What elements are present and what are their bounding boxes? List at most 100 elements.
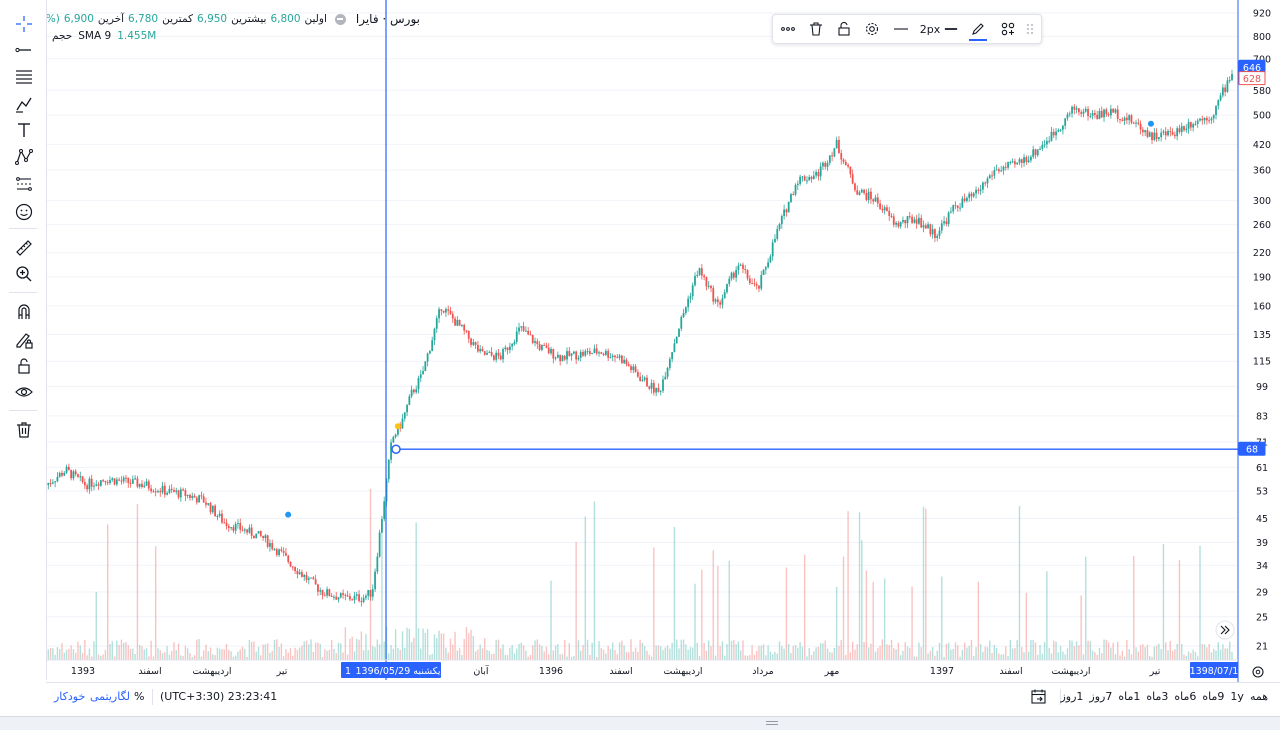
volume-bar — [979, 644, 982, 660]
candle-body — [746, 270, 749, 279]
timezone-clock[interactable]: (UTC+3:30) 23:23:41 — [160, 690, 278, 703]
chart-canvas[interactable]: 9208007005805004203603002602201901601351… — [0, 0, 1280, 682]
range-9m[interactable]: 9ماه — [1202, 690, 1225, 703]
candle-body — [422, 371, 424, 375]
settings-icon[interactable] — [863, 19, 881, 39]
percent-scale-toggle[interactable]: % — [134, 690, 145, 703]
eye-icon[interactable] — [11, 380, 37, 404]
candle-body — [620, 355, 623, 364]
candle-body — [815, 172, 818, 176]
axis-settings-icon[interactable] — [1252, 666, 1264, 678]
candle-body — [545, 345, 548, 348]
range-1d[interactable]: 1روز — [1060, 690, 1084, 703]
volume-bar — [1046, 571, 1048, 660]
calendar-goto-icon[interactable] — [1030, 688, 1048, 709]
emoji-icon[interactable] — [11, 200, 37, 224]
symbol-name[interactable]: بورس · فایرا — [355, 12, 420, 26]
volume-bar — [954, 642, 957, 660]
resize-grip-icon[interactable] — [766, 711, 778, 725]
candle-body — [429, 351, 431, 354]
candle-body — [483, 351, 486, 355]
candle-body — [1141, 129, 1144, 133]
candle-body — [778, 224, 781, 229]
candle-body — [705, 277, 708, 287]
collapse-legend-icon[interactable] — [334, 13, 346, 25]
line-width-selector[interactable]: 2px — [919, 19, 959, 39]
volume-bar — [936, 650, 938, 660]
range-3m[interactable]: 3ماه — [1146, 690, 1169, 703]
range-7d[interactable]: 7روز — [1089, 690, 1113, 703]
candle-body — [639, 376, 642, 382]
trash-icon[interactable] — [11, 418, 37, 442]
volume-bar — [102, 654, 104, 660]
text-icon[interactable] — [11, 118, 37, 142]
candle-body — [131, 479, 134, 484]
candle-body — [358, 594, 360, 602]
candle-body — [1180, 126, 1183, 133]
drag-handle-icon[interactable] — [1025, 19, 1035, 39]
pencil-icon[interactable] — [969, 19, 987, 41]
zoom-in-icon[interactable] — [11, 262, 37, 286]
forecast-icon[interactable] — [11, 172, 37, 196]
candle-body — [1151, 132, 1153, 141]
candle-body — [824, 162, 827, 167]
candle-body — [961, 198, 964, 208]
candle-body — [1048, 140, 1051, 142]
crosshair-icon[interactable] — [11, 12, 37, 36]
candle-body — [577, 357, 580, 360]
volume-bar — [246, 656, 248, 660]
volume-bar — [196, 639, 198, 660]
candle-body — [945, 221, 948, 225]
volume-bar — [294, 647, 296, 660]
range-1y[interactable]: 1y — [1230, 690, 1244, 703]
candle-body — [472, 342, 475, 345]
trend-line-icon[interactable] — [11, 38, 37, 62]
candle-body — [1116, 109, 1119, 120]
candle-body — [710, 285, 712, 289]
candle-body — [225, 522, 228, 526]
volume-bar — [726, 644, 728, 660]
volume-bar — [945, 643, 948, 660]
lock-pencil-icon[interactable] — [11, 328, 37, 352]
volume-label[interactable]: حجم — [52, 30, 73, 42]
brush-icon[interactable] — [11, 92, 37, 116]
volume-bar — [678, 648, 680, 660]
dividend-marker — [285, 511, 292, 518]
fib-lines-icon[interactable] — [11, 64, 37, 88]
volume-bar — [959, 656, 961, 660]
volume-bar — [445, 647, 447, 660]
candle-body — [1183, 126, 1185, 131]
candle-body — [666, 367, 669, 377]
pattern-icon[interactable] — [11, 145, 37, 169]
candle-body — [913, 219, 916, 223]
candle-body — [383, 501, 386, 520]
volume-bar — [733, 639, 735, 660]
candle-body — [1226, 80, 1229, 92]
lock-icon[interactable] — [11, 354, 37, 378]
volume-bar — [484, 638, 486, 660]
range-6m[interactable]: 6ماه — [1174, 690, 1197, 703]
candle-body — [152, 491, 155, 493]
candle-body — [125, 477, 127, 479]
candle-body — [634, 366, 637, 373]
scroll-to-realtime-button[interactable] — [1215, 620, 1235, 640]
volume-bar — [897, 642, 900, 660]
volume-bar — [705, 650, 708, 660]
add-template-icon[interactable] — [999, 19, 1017, 39]
line-style-icon[interactable] — [891, 19, 911, 39]
price-tick-label: 45 — [1256, 514, 1268, 525]
log-scale-toggle[interactable]: لگاریتمی — [90, 690, 130, 703]
range-1m[interactable]: 1ماه — [1118, 690, 1141, 703]
ruler-icon[interactable] — [11, 236, 37, 260]
candle-body — [876, 197, 879, 204]
trash-icon[interactable] — [807, 19, 825, 39]
crosshair-price-label-box — [1238, 441, 1266, 456]
candle-body — [118, 479, 121, 481]
auto-scale-toggle[interactable]: خودکار — [54, 690, 86, 703]
magnet-icon[interactable] — [11, 300, 37, 324]
more-icon[interactable] — [779, 19, 797, 39]
unlock-icon[interactable] — [835, 19, 853, 39]
range-all[interactable]: همه — [1249, 690, 1268, 703]
volume-bar — [753, 654, 756, 660]
